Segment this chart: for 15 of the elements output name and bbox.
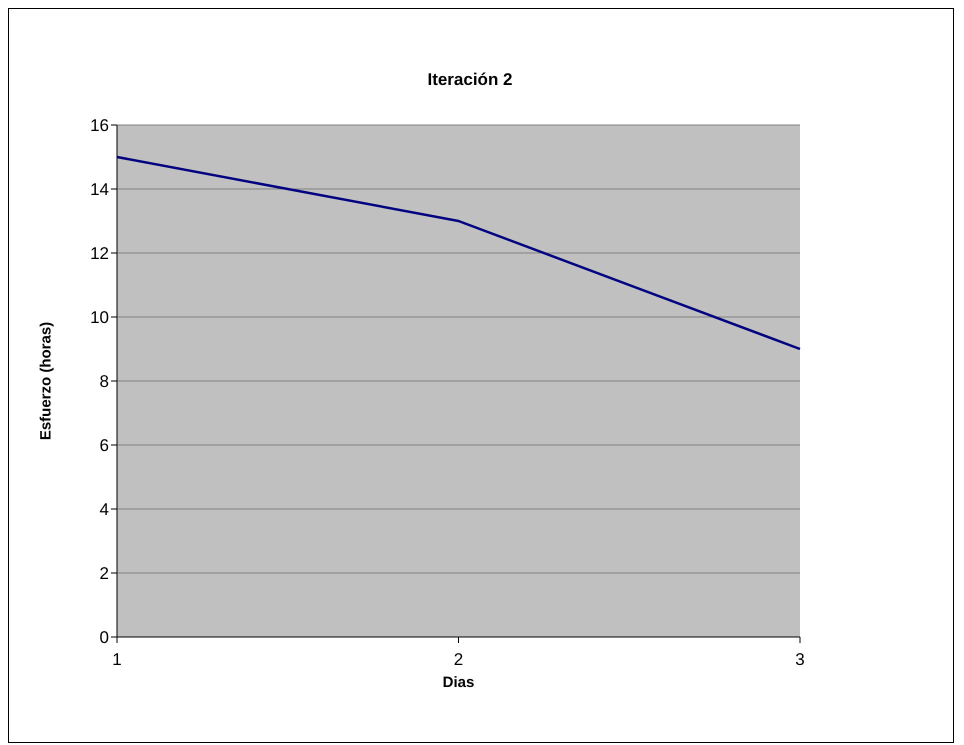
x-tick-label: 1 xyxy=(112,650,122,670)
y-axis-title: Esfuerzo (horas) xyxy=(37,322,54,440)
y-tick-label: 8 xyxy=(100,372,109,392)
y-tick-label: 14 xyxy=(90,180,109,200)
y-tick-label: 16 xyxy=(90,116,109,136)
y-tick-label: 10 xyxy=(90,308,109,328)
chart-title: Iteración 2 xyxy=(426,70,514,90)
y-tick-label: 12 xyxy=(90,244,109,264)
y-tick-label: 4 xyxy=(100,500,109,520)
x-axis-title: Dias xyxy=(442,674,474,691)
y-tick-label: 2 xyxy=(100,564,109,584)
x-tick-label: 2 xyxy=(454,650,464,670)
y-tick-label: 0 xyxy=(100,628,109,648)
x-tick-label: 3 xyxy=(795,650,805,670)
y-tick-label: 6 xyxy=(100,436,109,456)
